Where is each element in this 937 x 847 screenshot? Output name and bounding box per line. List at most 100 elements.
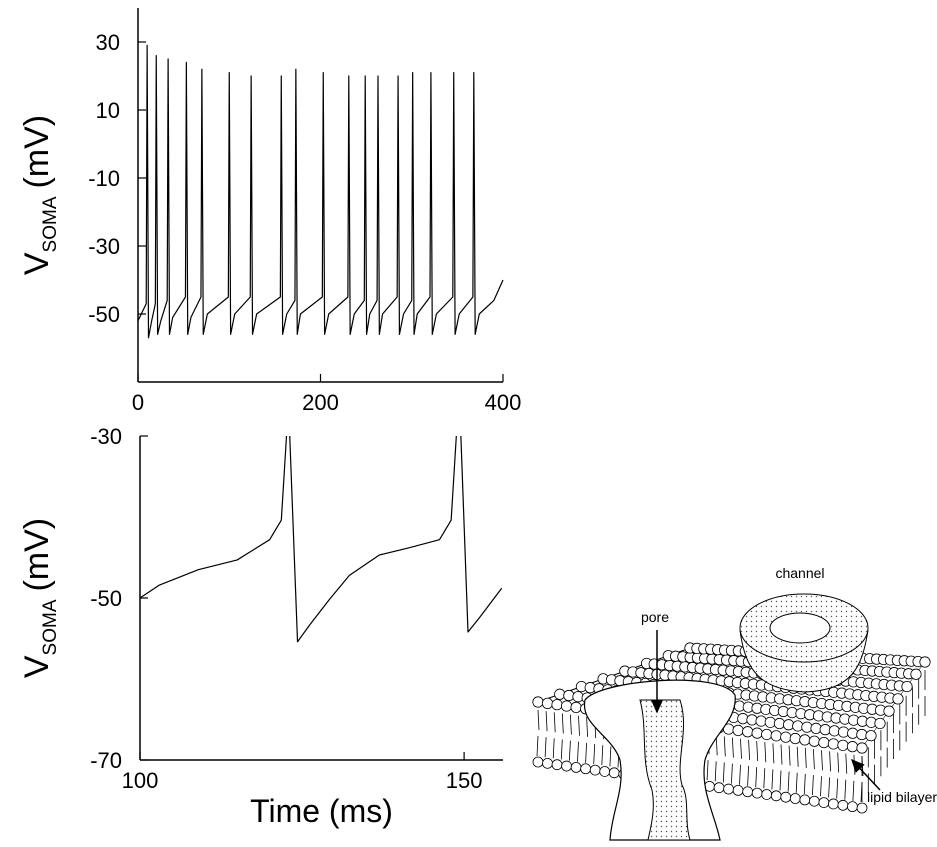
lipid-head [751, 727, 763, 739]
lipid-head [563, 689, 575, 702]
lipid-head [780, 791, 792, 803]
lipid-head [799, 734, 811, 746]
y-tick-label: -50 [88, 302, 120, 327]
lipid-head [761, 728, 773, 741]
y-label-unit: (mV) [18, 518, 56, 592]
lipid-head [589, 764, 601, 776]
lipid-tail [570, 714, 572, 735]
lipid-tail [844, 779, 847, 800]
lipid-tail [829, 751, 831, 772]
lipid-head [818, 797, 830, 808]
lipid-tail [756, 741, 759, 762]
lipid-tail [586, 716, 588, 737]
y-axis-label: VSOMA (mV) [18, 115, 61, 275]
lipid-head [856, 802, 868, 814]
lipid-tail [795, 772, 798, 793]
y-label-sub: SOMA [40, 196, 61, 252]
lipid-tail [747, 765, 749, 786]
lipid-tail [813, 749, 815, 770]
lipid-head [828, 725, 840, 737]
lipid-tail [536, 735, 539, 757]
lipid-head [818, 736, 830, 749]
lipid-tail [788, 745, 791, 766]
y-label-main: V [18, 252, 56, 275]
lipid-head [780, 731, 792, 743]
lipid-tail [545, 711, 548, 732]
lipid-head [874, 717, 886, 730]
lipid-head [837, 726, 850, 738]
bilayer-side [862, 662, 925, 808]
lipid-head [901, 680, 913, 693]
lipid-head [570, 762, 582, 773]
bilayer-label: lipid bilayer [867, 789, 937, 805]
lipid-tail [601, 745, 604, 766]
y-tick-label: 10 [96, 98, 120, 123]
lipid-tail [804, 747, 807, 768]
lipid-tail [578, 715, 580, 736]
x-axis-label: Time (ms) [250, 793, 393, 829]
x-tick-label: 150 [446, 768, 483, 793]
y-tick-label: -30 [90, 424, 122, 449]
lipid-head [773, 717, 786, 730]
lipid-head [532, 696, 544, 708]
lipid-head [770, 730, 782, 742]
lipid-head [554, 688, 566, 700]
channel-label: channel [775, 565, 824, 581]
lipid-tail [577, 741, 579, 762]
lipid-tail [552, 738, 555, 759]
lipid-tail [780, 744, 783, 765]
lipid-tail [836, 778, 839, 799]
lipid-head [755, 715, 767, 727]
lipid-head [732, 785, 744, 796]
lipid-head [847, 727, 859, 739]
x-tick-label: 200 [302, 390, 339, 415]
channel-mouth [769, 612, 831, 644]
lipid-head [789, 732, 801, 745]
lipid-tail [732, 737, 734, 758]
lipid-head [560, 700, 573, 712]
lipid-head [801, 721, 813, 733]
lipid-tail [803, 773, 806, 794]
y-tick-label: -10 [88, 166, 120, 191]
lipid-tail [739, 764, 741, 785]
y-label-unit: (mV) [18, 115, 56, 189]
lipid-tail [779, 770, 782, 791]
lipid-tail [764, 742, 767, 763]
lipid-tail [560, 739, 563, 760]
lipid-tail [537, 709, 540, 731]
lipid-head [892, 693, 904, 705]
lipid-tail [755, 767, 758, 788]
lipid-head [846, 741, 859, 753]
lipid-head [551, 699, 563, 711]
lipid-tail [706, 760, 709, 781]
lipid-tail [569, 740, 571, 761]
lipid-head [599, 766, 611, 777]
lipid-tail [561, 713, 564, 734]
channel-illustration [532, 593, 931, 841]
lipid-head [783, 719, 795, 731]
y-label-main: V [18, 655, 56, 678]
lipid-head [742, 726, 754, 738]
lipid-head [580, 763, 592, 775]
y-label-sub: SOMA [40, 599, 61, 655]
lipid-head [856, 742, 868, 754]
lipid-head [808, 735, 820, 747]
lipid-head [792, 720, 804, 732]
lipid-head [737, 713, 749, 725]
lipid-head [837, 799, 849, 811]
lipid-head [570, 701, 582, 714]
lipid-tail [812, 775, 814, 796]
lipid-head [837, 739, 849, 751]
lipid-head [561, 760, 572, 772]
lipid-head [856, 728, 868, 741]
lipid-head [808, 795, 820, 807]
y-tick-label: -70 [90, 748, 122, 773]
lipid-tail [772, 743, 775, 764]
lipid-tail [553, 712, 556, 733]
lipid-head [542, 757, 553, 769]
x-tick-label: 400 [485, 390, 522, 415]
lipid-tail [796, 746, 799, 767]
lipid-head [827, 738, 840, 750]
lipid-tail [748, 739, 750, 760]
